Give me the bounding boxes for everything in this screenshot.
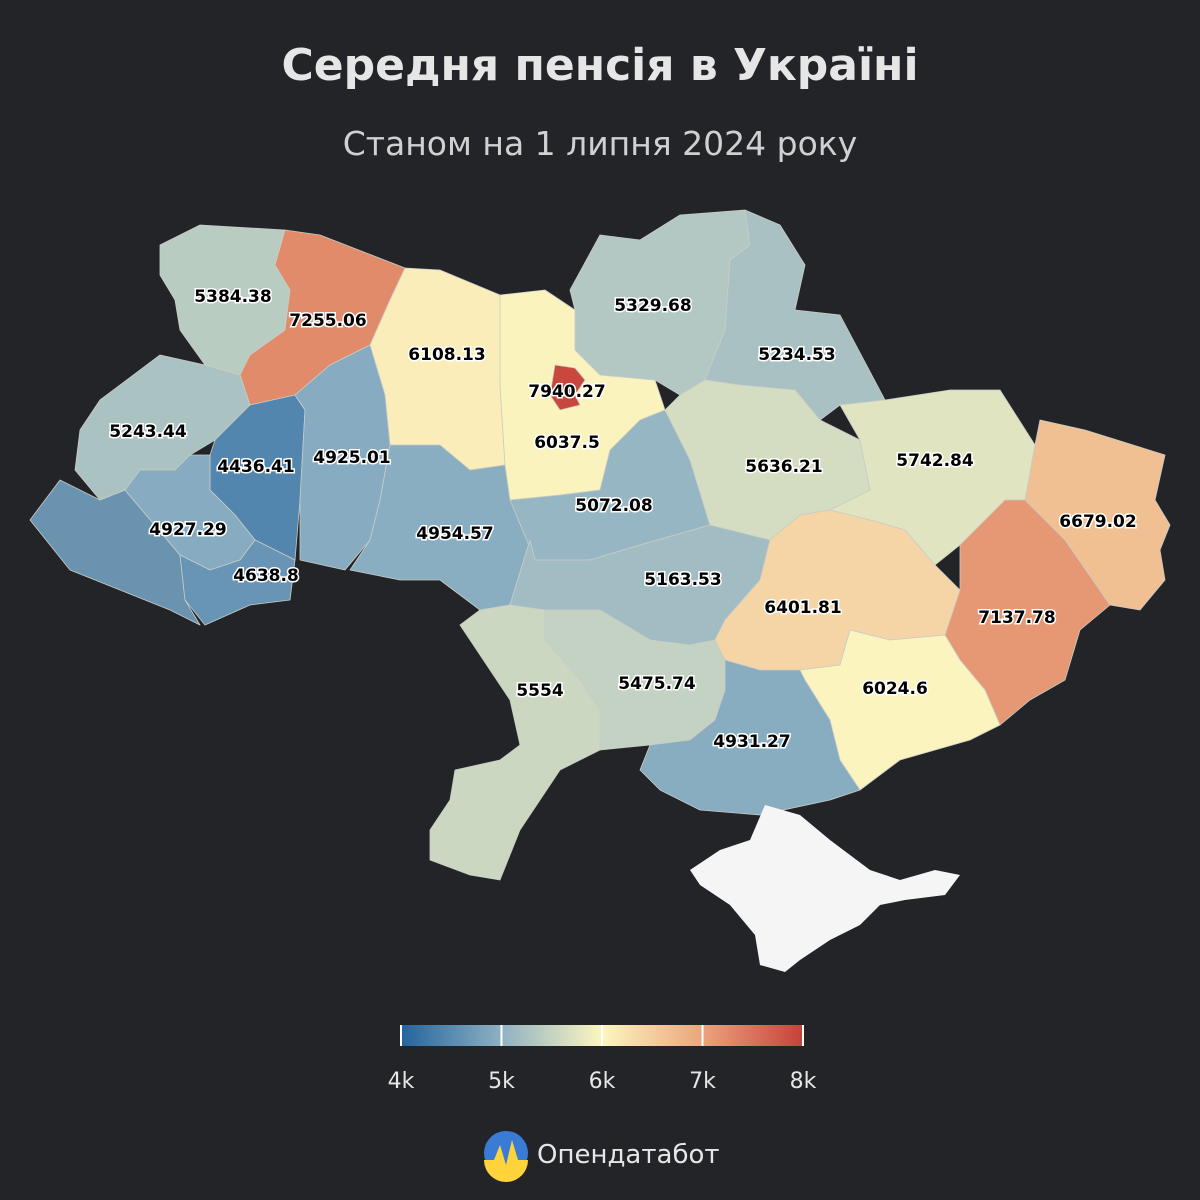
region-value-label: 5554 — [516, 681, 563, 701]
brand-name: Опендатабот — [537, 1140, 720, 1170]
region — [639, 659, 861, 816]
region-value-label: 6037.5 — [534, 433, 600, 453]
region-value-label: 4925.01 — [313, 448, 390, 468]
region-value-label: 5072.08 — [575, 496, 652, 516]
region-value-label: 5329.68 — [614, 296, 691, 316]
region-value-label: 4638.8 — [233, 566, 299, 586]
region-value-label: 5742.84 — [896, 451, 974, 471]
brand-icon-wave — [484, 1140, 528, 1182]
title: Середня пенсія в Україні — [281, 40, 918, 91]
colorbar-tick-label: 5k — [488, 1069, 515, 1094]
region-value-label: 5384.38 — [194, 287, 271, 307]
colorbar-tick-label: 8k — [790, 1069, 817, 1094]
region-labels: 5384.38 7255.06 6108.13 6037.5 7940.27 5329.6… — [108, 286, 1138, 754]
region-value-label: 5636.21 — [745, 457, 822, 477]
region-value-label: 6024.6 — [862, 679, 928, 699]
region-value-label: 7137.78 — [978, 608, 1055, 628]
colorbar-tick-label: 4k — [388, 1069, 415, 1094]
region-value-label: 5234.53 — [758, 345, 835, 365]
region-value-label: 4436.41 — [217, 457, 294, 477]
region-value-label: 6401.81 — [764, 598, 841, 618]
region — [74, 354, 251, 501]
region-value-label: 7940.27 — [528, 382, 605, 402]
colorbar-tick-label: 7k — [689, 1069, 716, 1094]
region-value-label: 4927.29 — [149, 520, 226, 540]
region-value-label: 4954.57 — [416, 524, 493, 544]
region — [549, 364, 586, 411]
region-value-label: 5243.44 — [109, 422, 187, 442]
subtitle: Станом на 1 липня 2024 року — [343, 124, 858, 163]
map-regions — [29, 209, 1171, 881]
region-value-label: 5163.53 — [644, 570, 721, 590]
region-value-label: 6679.02 — [1059, 512, 1136, 532]
region-value-label: 7255.06 — [289, 311, 366, 331]
region — [179, 539, 296, 626]
region-value-label: 4931.27 — [713, 732, 790, 752]
crimea — [690, 805, 960, 972]
colorbar-tick-label: 6k — [589, 1069, 616, 1094]
region-value-label: 6108.13 — [408, 345, 485, 365]
color-legend: 4k 5k 6k 7k 8k — [388, 1025, 817, 1094]
region-value-label: 5475.74 — [618, 674, 696, 694]
